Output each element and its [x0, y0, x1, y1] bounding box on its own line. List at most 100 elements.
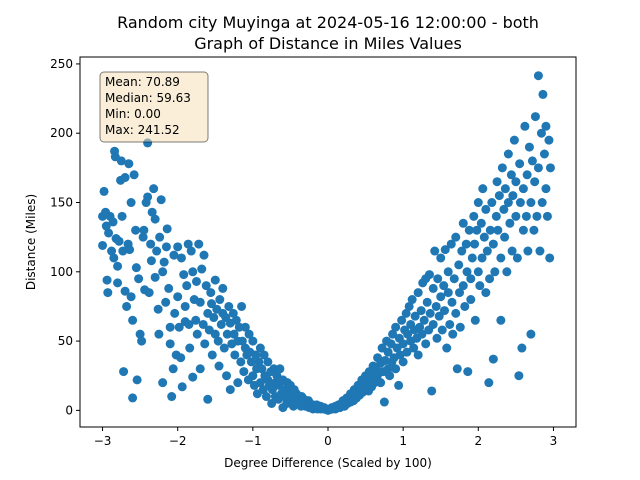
data-point [428, 283, 438, 293]
data-point [224, 301, 234, 311]
data-point [484, 378, 494, 388]
data-point [485, 225, 495, 235]
data-point [233, 378, 243, 388]
data-point [225, 385, 235, 395]
data-point [206, 288, 216, 298]
data-point [445, 319, 455, 329]
data-point [409, 343, 419, 353]
data-point [186, 246, 196, 256]
data-point [530, 112, 540, 122]
data-point [533, 163, 543, 173]
data-point [176, 353, 186, 363]
data-point [122, 301, 132, 311]
data-point [407, 295, 417, 305]
data-point [515, 198, 525, 208]
data-point [492, 177, 502, 187]
data-point [104, 228, 114, 238]
data-point [478, 184, 488, 194]
data-point [203, 394, 213, 404]
data-point [475, 281, 485, 291]
data-point [462, 267, 472, 277]
data-point [545, 253, 555, 263]
y-tick-label: 0 [65, 403, 73, 417]
x-axis-label: Degree Difference (Scaled by 100) [224, 456, 432, 470]
data-point [476, 218, 486, 228]
data-point [536, 128, 546, 138]
data-point [485, 274, 495, 284]
data-point [137, 336, 147, 346]
data-point [544, 135, 554, 145]
data-point [174, 322, 184, 332]
x-tick-label: −3 [94, 434, 112, 448]
data-point [195, 297, 205, 307]
data-point [200, 339, 210, 349]
data-point [169, 250, 179, 260]
data-point [216, 319, 226, 329]
data-point [448, 329, 458, 339]
data-point [263, 357, 273, 367]
stats-box: Mean: 70.89 Median: 59.63 Min: 0.00 Max:… [99, 71, 209, 143]
data-point [428, 319, 438, 329]
data-point [500, 232, 510, 242]
data-point [469, 211, 479, 221]
data-point [237, 301, 247, 311]
data-point [146, 239, 156, 249]
data-point [473, 198, 483, 208]
data-point [518, 184, 528, 194]
data-point [149, 184, 159, 194]
data-point [394, 380, 404, 390]
x-tick-label: 2 [474, 434, 482, 448]
data-point [496, 315, 506, 325]
data-point [128, 393, 138, 403]
data-point [473, 267, 483, 277]
y-tick-label: 50 [58, 334, 73, 348]
data-point [419, 315, 429, 325]
data-point [239, 367, 249, 377]
data-point [413, 288, 423, 298]
data-point [538, 89, 548, 99]
data-point [107, 246, 117, 256]
y-tick-label: 250 [50, 57, 73, 71]
data-point [218, 283, 228, 293]
data-point [248, 336, 258, 346]
data-point [188, 372, 198, 382]
data-point [417, 329, 427, 339]
data-point [481, 288, 491, 298]
data-point [134, 274, 144, 284]
data-point [184, 319, 194, 329]
data-point [511, 177, 521, 187]
data-point [161, 297, 171, 307]
data-point [477, 253, 487, 263]
data-point [454, 260, 464, 270]
data-point [126, 198, 136, 208]
data-point [529, 225, 539, 235]
data-point [116, 156, 126, 166]
data-point [119, 367, 129, 377]
data-point [430, 246, 440, 256]
data-point [219, 343, 229, 353]
data-point [490, 267, 500, 277]
data-point [488, 239, 498, 249]
data-point [508, 191, 518, 201]
data-point [180, 301, 190, 311]
data-point [415, 322, 425, 332]
data-point [120, 286, 130, 296]
data-point [161, 242, 171, 252]
data-point [439, 281, 449, 291]
data-point [118, 246, 128, 256]
data-point [451, 232, 461, 242]
data-point [259, 350, 269, 360]
data-point [506, 170, 516, 180]
data-point [515, 159, 525, 169]
data-point [493, 225, 503, 235]
data-point [458, 218, 468, 228]
data-point [222, 329, 232, 339]
data-point [159, 257, 169, 267]
data-point [432, 333, 442, 343]
data-point [522, 170, 532, 180]
data-point [410, 311, 420, 321]
y-tick-label: 150 [50, 196, 73, 210]
data-point [457, 246, 467, 256]
data-point [533, 71, 543, 81]
data-point [425, 308, 435, 318]
